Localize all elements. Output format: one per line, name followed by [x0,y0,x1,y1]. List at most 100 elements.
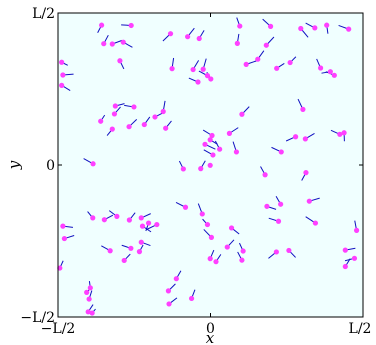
particle-point [163,125,169,131]
particle-point [239,111,245,117]
particle-point [263,42,269,48]
particle-point [126,124,132,130]
particle-point [226,130,233,136]
particle-point [145,220,152,226]
particle-point [167,31,174,37]
particle-point [60,223,66,229]
particle-point [327,69,333,75]
particle-point [292,134,299,140]
particle-point [353,227,360,233]
particle-point [342,263,348,270]
particle-point [114,213,120,219]
particle-point [341,130,347,136]
particle-point [278,201,284,207]
particle-point [128,245,134,251]
particle-point [87,285,93,291]
particle-point [312,25,318,31]
particle-point [188,295,195,302]
tick-labels: −L/2 0 L/2 −L/2 0 L/2 [20,6,371,337]
particle-point [89,310,95,316]
particle-point [302,136,308,142]
particle-point [204,221,211,228]
particle-point [160,108,166,115]
particle-point [234,40,240,47]
x-tick-label: L/2 [349,321,372,337]
particle-point [210,152,216,158]
particle-point [57,265,63,271]
particle-point [109,126,115,132]
particle-point [128,22,134,29]
particle-point [195,79,201,85]
particle-point [286,247,292,254]
particle-point [217,146,223,152]
y-tick-label: −L/2 [20,310,55,326]
particle-point [208,234,215,240]
particle-markers [57,22,360,316]
particle-point [99,22,105,28]
particle-point [173,276,179,282]
particle-point [152,114,158,120]
particle-point [324,22,330,28]
particle-point [202,141,208,147]
particle-point [139,223,146,229]
particle-point [111,111,118,117]
particle-point [207,256,213,262]
particle-point [121,257,127,264]
y-axis-label: y [5,160,23,170]
plot-frame [57,12,364,318]
particle-point [351,255,358,261]
particle-point [208,76,214,82]
particle-point [107,248,113,254]
particle-point [90,161,96,167]
particle-point [126,217,132,223]
particle-point [207,162,213,168]
particle-point [200,66,206,72]
particle-point [278,149,284,155]
particle-point [318,65,324,71]
particle-point [138,239,144,245]
x-tick-label: 0 [206,321,215,337]
particle-point [306,198,312,204]
particle-point [101,217,107,223]
particle-point [141,121,147,128]
particle-point [154,221,160,228]
particle-point [255,56,261,62]
y-tick-label: 0 [46,158,55,174]
particle-point [346,26,352,32]
particle-point [101,41,107,47]
y-tick-label: L/2 [32,6,55,22]
particle-point [342,247,348,253]
particle-point [60,72,66,78]
particle-point [196,35,202,42]
particle-point [136,249,143,255]
particle-point [138,215,144,221]
particle-point [165,288,172,294]
particle-point [337,131,343,137]
particle-point [169,66,175,72]
particle-point [86,296,92,302]
particle-point [303,170,309,176]
particle-point [224,244,230,250]
particle-point [239,257,245,263]
particle-point [300,106,306,112]
particle-point [275,218,282,224]
particle-point [298,25,304,32]
particle-point [240,248,246,254]
particle-point [198,166,204,172]
particle-point [61,235,68,242]
particle-point [120,39,126,45]
particle-point [312,220,319,226]
particle-point [207,137,213,143]
particle-point [331,72,337,78]
particle-point [190,66,196,73]
particle-point [59,59,65,65]
particle-point [185,34,191,40]
particle-point [84,289,90,295]
particle-point [90,215,96,221]
particle-point [199,211,205,217]
particle-point [85,309,91,315]
particle-point [59,82,65,88]
particle-point [109,41,115,47]
particle-point [182,204,189,210]
